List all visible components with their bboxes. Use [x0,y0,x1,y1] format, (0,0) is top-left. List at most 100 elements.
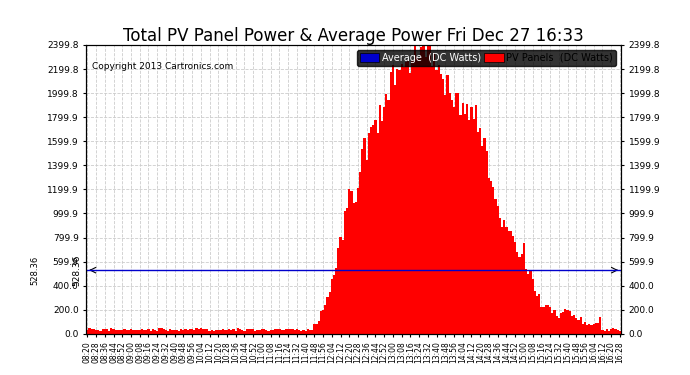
Bar [558,318,560,334]
Bar [300,331,302,334]
Bar [523,243,525,334]
Bar [335,268,337,334]
Bar [580,317,582,334]
Bar [549,307,551,334]
Bar [152,329,154,334]
Bar [429,45,431,334]
Bar [411,61,413,334]
Bar [457,93,460,334]
Bar [135,330,137,334]
Bar [246,329,248,334]
Bar [505,226,508,334]
Bar [440,74,442,334]
Bar [497,206,499,334]
Bar [210,330,213,334]
Bar [95,330,97,334]
Bar [110,328,112,334]
Bar [586,324,589,334]
Bar [150,331,152,334]
Bar [562,312,564,334]
Bar [531,279,533,334]
Bar [342,240,344,334]
Title: Total PV Panel Power & Average Power Fri Dec 27 16:33: Total PV Panel Power & Average Power Fri… [124,27,584,45]
Bar [331,279,333,334]
Bar [518,257,520,334]
Bar [106,329,108,334]
Bar [148,329,150,334]
Bar [348,189,351,334]
Bar [235,331,237,334]
Bar [475,105,477,334]
Bar [418,60,420,334]
Bar [259,330,261,334]
Bar [339,237,342,334]
Bar [112,329,115,334]
Bar [252,329,255,334]
Bar [261,328,263,334]
Bar [154,330,156,334]
Bar [130,329,132,334]
Bar [213,331,215,334]
Bar [139,330,141,334]
Bar [333,274,335,334]
Bar [469,120,471,334]
Bar [270,330,272,334]
Bar [263,329,265,334]
Bar [435,70,437,334]
Bar [174,330,176,334]
Bar [569,311,571,334]
Bar [197,329,199,334]
Bar [92,329,95,334]
Bar [90,329,92,334]
Bar [359,172,362,334]
Bar [398,70,401,334]
Bar [612,328,615,334]
Bar [503,220,505,334]
Bar [121,330,124,334]
Bar [619,331,621,334]
Bar [219,330,221,334]
Bar [250,329,252,334]
Bar [582,324,584,334]
Bar [328,292,331,334]
Bar [422,45,424,334]
Bar [394,85,396,334]
Bar [392,66,394,334]
Bar [291,329,294,334]
Bar [492,187,495,334]
Bar [536,296,538,334]
Bar [542,307,544,334]
Bar [315,324,317,334]
Bar [230,330,233,334]
Bar [101,328,104,334]
Bar [141,329,143,334]
Bar [437,66,440,334]
Bar [416,57,418,334]
Bar [385,94,388,334]
Bar [165,330,167,334]
Bar [405,62,407,334]
Bar [119,330,121,334]
Bar [455,93,457,334]
Bar [344,211,346,334]
Bar [366,160,368,334]
Bar [546,305,549,334]
Bar [257,330,259,334]
Bar [346,208,348,334]
Bar [108,331,110,334]
Bar [520,254,523,334]
Bar [444,95,446,334]
Bar [608,331,610,334]
Bar [156,331,158,334]
Bar [362,149,364,334]
Bar [377,134,379,334]
Bar [158,328,161,334]
Bar [204,329,206,334]
Bar [202,328,204,334]
Bar [413,45,416,334]
Bar [283,330,285,334]
Bar [499,218,501,334]
Bar [372,125,375,334]
Bar [163,329,165,334]
Bar [180,328,182,334]
